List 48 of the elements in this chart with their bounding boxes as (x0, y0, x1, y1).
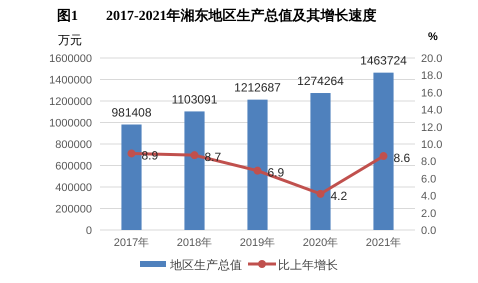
x-tick-label: 2020年 (302, 237, 338, 249)
bar (373, 72, 394, 230)
y-tick-label: 400000 (55, 182, 92, 194)
y-tick-label: 600000 (55, 160, 92, 172)
x-tick-label: 2021年 (366, 237, 402, 249)
y2-tick-label: 14.0 (421, 104, 442, 117)
data-label: 1212687 (234, 80, 282, 95)
bar (247, 100, 268, 230)
point (316, 190, 324, 198)
legend-label: 地区生产总值 (169, 258, 242, 272)
y2-tick-label: 0.0 (421, 225, 436, 237)
y2-tick-label: 8.0 (421, 156, 436, 168)
y2-axis-title: % (428, 31, 438, 43)
point (380, 152, 388, 160)
y-tick-label: 200000 (55, 204, 92, 216)
y2-tick-label: 12.0 (421, 122, 442, 134)
data-label: 1103091 (172, 92, 218, 106)
y-axis-title: 万元 (58, 33, 82, 47)
data-label: 6.9 (268, 166, 285, 180)
y-tick-label: 0 (86, 225, 92, 237)
y-tick-label: 1600000 (49, 53, 92, 65)
data-label: 1463724 (360, 54, 408, 68)
data-label: 981408 (111, 106, 152, 120)
legend-label: 比上年增长 (278, 258, 338, 272)
x-tick-label: 2019年 (240, 237, 276, 249)
y-tick-label: 1200000 (49, 96, 92, 108)
bar (121, 124, 142, 230)
y2-tick-label: 2.0 (421, 208, 436, 220)
y2-tick-label: 10.0 (421, 139, 442, 151)
bar (310, 93, 331, 230)
point (190, 151, 198, 160)
y-tick-label: 1000000 (49, 118, 92, 130)
x-tick-label: 2018年 (176, 237, 212, 249)
chart-title: 图1 2017-2021年湘东地区生产总值及其增长速度 (57, 7, 377, 24)
point (254, 166, 262, 175)
y2-tick-label: 16.0 (421, 87, 442, 100)
y2-tick-label: 6.0 (421, 173, 436, 186)
data-label: 4.2 (330, 188, 348, 203)
y-tick-label: 1400000 (49, 74, 92, 86)
y2-tick-label: 20.0 (421, 53, 442, 65)
bar (184, 111, 205, 230)
y2-tick-label: 4.0 (421, 190, 436, 203)
y2-tick-label: 18.0 (421, 70, 442, 82)
y-tick-label: 800000 (55, 139, 92, 151)
x-tick-label: 2017年 (114, 237, 150, 249)
data-label: 8.6 (394, 151, 411, 166)
data-label: 1274264 (297, 74, 344, 88)
point (128, 149, 136, 158)
